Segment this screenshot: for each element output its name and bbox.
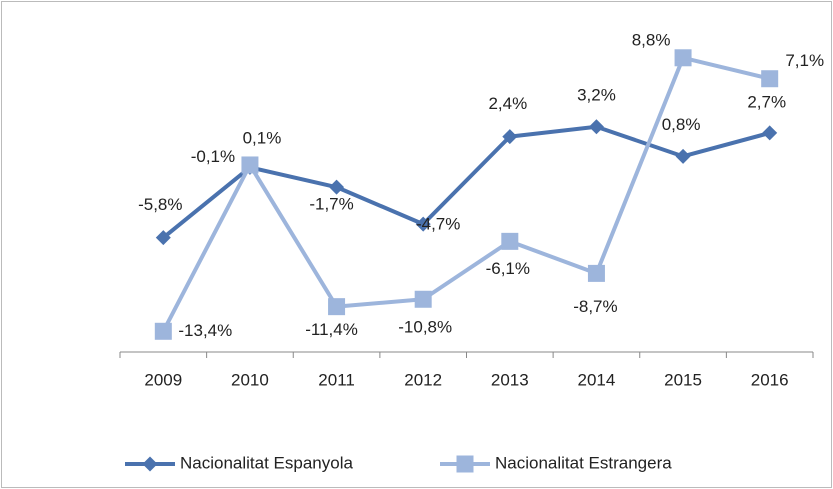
x-tick-label: 2011 — [318, 370, 355, 389]
data-label: 7,1% — [785, 51, 824, 70]
point-marker — [588, 119, 604, 135]
data-label: -8,7% — [573, 297, 617, 316]
point-marker — [155, 230, 171, 246]
point-marker — [415, 216, 431, 232]
legend-marker — [142, 456, 158, 472]
x-tick-label: 2015 — [664, 370, 702, 389]
data-label: -10,8% — [398, 318, 452, 337]
data-label: -0,1% — [191, 147, 235, 166]
legend-label: Nacionalitat Espanyola — [180, 453, 353, 472]
point-marker — [502, 129, 518, 145]
x-tick-label: 2013 — [491, 370, 529, 389]
data-label: -11,4% — [305, 320, 358, 339]
point-marker — [414, 290, 432, 308]
data-label: -4,7% — [416, 215, 460, 234]
data-label: 2,7% — [747, 92, 786, 111]
data-label: 8,8% — [632, 30, 671, 49]
x-tick-label: 2016 — [751, 370, 789, 389]
point-marker — [241, 156, 259, 174]
series-line — [161, 55, 771, 333]
point-marker — [762, 125, 778, 141]
point-marker — [761, 70, 779, 88]
point-marker — [154, 322, 172, 340]
data-label: 0,8% — [662, 115, 701, 134]
x-tick-label: 2009 — [144, 370, 182, 389]
series-line — [162, 124, 771, 240]
data-label: 3,2% — [577, 85, 616, 104]
point-marker — [675, 148, 691, 164]
data-label: 2,4% — [488, 94, 527, 113]
point-marker — [501, 232, 519, 250]
x-tick-label: 2010 — [231, 370, 269, 389]
data-label: 0,1% — [243, 128, 282, 147]
point-marker — [587, 264, 605, 282]
data-label: -13,4% — [178, 321, 232, 340]
point-marker — [328, 298, 346, 316]
point-marker — [674, 49, 692, 67]
data-label: -6,1% — [486, 259, 530, 278]
data-label: -5,8% — [138, 195, 182, 214]
x-tick-label: 2012 — [404, 370, 442, 389]
data-label: -1,7% — [309, 195, 353, 214]
legend-marker — [456, 455, 474, 473]
x-tick-label: 2014 — [578, 370, 616, 389]
point-marker — [329, 179, 345, 195]
legend-label: Nacionalitat Estrangera — [495, 453, 672, 472]
